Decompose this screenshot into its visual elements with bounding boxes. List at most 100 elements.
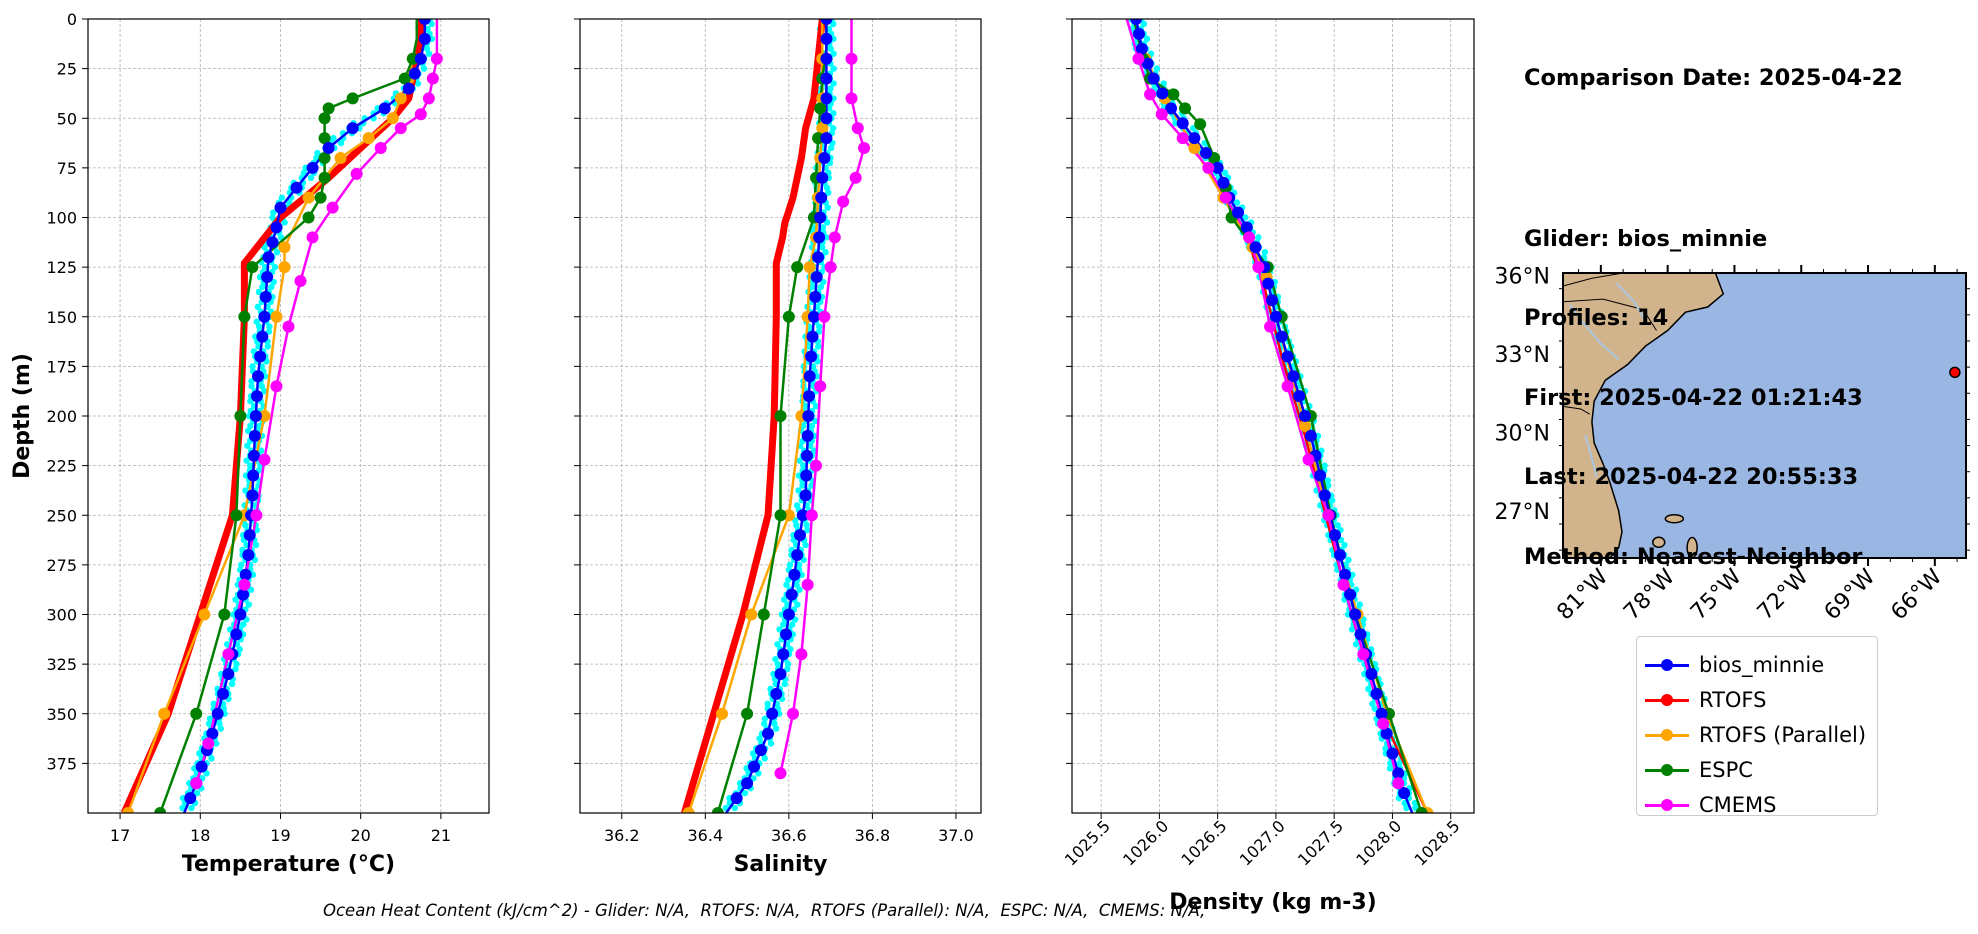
data-point (802, 410, 815, 422)
glider-raw-point (780, 596, 788, 603)
first-time: First: 2025-04-22 01:21:43 (1524, 384, 1863, 411)
data-point (302, 211, 315, 224)
map-area (1563, 273, 1966, 558)
ocean-heat-content-footer: Ocean Heat Content (kJ/cm^2) - Glider: N… (323, 901, 1206, 920)
data-point (837, 195, 850, 208)
glider-raw-point (269, 214, 276, 221)
y-tick-label: 50 (57, 109, 77, 128)
data-point (1377, 717, 1390, 730)
glider-raw-point (193, 789, 201, 797)
glider-raw-point (1348, 626, 1356, 633)
data-point (820, 19, 833, 25)
glider-raw-point (749, 750, 757, 757)
legend-label: RTOFS (Parallel) (1699, 723, 1867, 747)
data-point (803, 390, 816, 403)
data-point (741, 777, 754, 790)
data-point (730, 792, 743, 805)
glider-raw-point (1352, 641, 1360, 648)
data-point (278, 241, 291, 254)
glider-raw-point (255, 323, 263, 330)
data-point (757, 608, 770, 621)
data-point (799, 489, 812, 502)
glider-raw-point (196, 750, 203, 757)
glider-raw-point (820, 278, 827, 286)
glider-raw-point (795, 487, 802, 494)
panel-3: 1025.5 1026.0 1026.5 1027.0 1027.5 1028.0 1028… (1061, 18, 1475, 915)
data-point (805, 350, 818, 363)
glider-raw-point (237, 561, 245, 569)
data-point (777, 648, 790, 661)
data-point (845, 92, 858, 105)
glider-location-marker (1949, 366, 1961, 379)
data-point (1232, 206, 1245, 219)
glider-raw-point (827, 45, 834, 52)
data-point (820, 32, 833, 45)
glider-raw-point (1396, 760, 1403, 767)
data-point (1318, 489, 1331, 502)
data-point (741, 707, 754, 720)
data-point (222, 668, 235, 681)
data-point (820, 72, 833, 85)
last-time: Last: 2025-04-22 20:55:33 (1524, 464, 1859, 490)
data-point (796, 509, 809, 522)
glider-raw-point (425, 50, 433, 57)
glider-raw-point (247, 462, 254, 469)
glider-raw-point (242, 487, 249, 494)
glider-raw-point (1371, 705, 1379, 712)
data-point (1281, 380, 1294, 393)
data-point (362, 132, 375, 145)
y-tick-label: 225 (46, 457, 77, 476)
glider-raw-point (787, 646, 794, 653)
x-tick-label: 36.8 (855, 826, 891, 845)
axes-frame (579, 18, 982, 814)
glider-raw-point (205, 720, 213, 727)
data-point (1337, 578, 1350, 591)
data-point (1188, 132, 1201, 145)
bahamas-island (1651, 536, 1666, 549)
data-point (682, 807, 695, 813)
river (1615, 282, 1649, 326)
y-tick-label: 300 (46, 606, 77, 625)
data-point (184, 792, 197, 805)
glider-raw-point (1324, 477, 1331, 484)
data-point (814, 102, 827, 115)
plot-area (681, 19, 871, 813)
data-point (805, 509, 818, 522)
data-point (258, 453, 271, 466)
data-point (1339, 568, 1352, 581)
glider-raw-point (795, 561, 803, 569)
glider-raw-point (808, 422, 816, 430)
data-point (1219, 191, 1232, 204)
profile-count: Profiles: 14 (1524, 305, 1669, 331)
x-axis-label: Salinity (734, 852, 828, 877)
glider-raw-point (428, 20, 435, 28)
glider-raw-point (823, 184, 831, 191)
legend-label: bios_minnie (1699, 653, 1825, 677)
legend-item: RTOFS (1637, 683, 1766, 717)
data-point (408, 67, 421, 80)
glider-raw-point (255, 288, 263, 296)
x-tick-label: 1027.0 (1236, 816, 1289, 869)
data-point (800, 449, 813, 462)
data-point (282, 320, 295, 333)
glider-raw-point (1341, 541, 1348, 549)
glider-raw-point (271, 263, 279, 271)
glider-raw-point (261, 244, 268, 251)
data-point (785, 588, 798, 601)
data-point (242, 548, 255, 561)
glider-raw-point (771, 720, 778, 727)
glider-raw-point (1321, 462, 1328, 469)
glider-raw-point (244, 442, 251, 449)
data-point (810, 459, 823, 472)
data-point (770, 687, 783, 700)
glider-raw-point (774, 641, 781, 648)
glider-raw-point (337, 139, 345, 147)
data-point (818, 310, 831, 323)
glider-raw-point (1143, 35, 1151, 43)
glider-raw-point (213, 740, 220, 747)
data-point (812, 132, 825, 145)
glider-raw-point (772, 655, 779, 663)
data-point (815, 191, 828, 204)
data-point (774, 410, 787, 422)
data-point (294, 275, 307, 288)
